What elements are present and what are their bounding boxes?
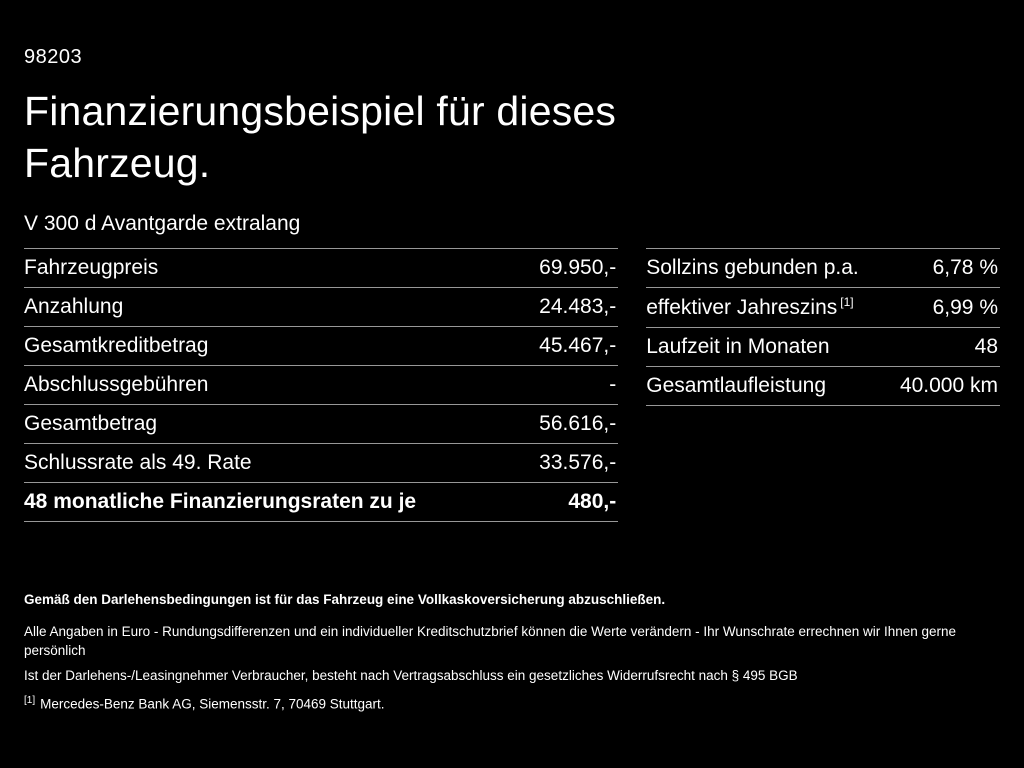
table-row: Sollzins gebunden p.a. 6,78 % [646,247,1000,287]
table-row: Gesamtbetrag 56.616,- [24,403,619,443]
disclaimer-line: Ist der Darlehens-/Leasingnehmer Verbrau… [24,667,798,683]
legal-footer: Gemäß den Darlehensbedingungen ist für d… [24,590,1000,714]
footnote-marker: [1] [24,695,36,707]
row-label: Schlussrate als 49. Rate [24,450,252,474]
row-label: Gesamtlaufleistung [646,373,826,397]
row-label: effektiver Jahreszins [1] [646,294,854,319]
page-title: Finanzierungsbeispiel für dieses Fahrzeu… [24,88,617,187]
row-label: 48 monatliche Finanzierungsraten zu je [24,489,417,513]
table-row: effektiver Jahreszins [1] 6,99 % [646,286,1000,327]
vehicle-model: V 300 d Avantgarde extralang [24,211,301,235]
table-row-total: 48 monatliche Finanzierungsraten zu je 4… [24,481,619,522]
row-value: - [609,372,617,396]
insurance-note: Gemäß den Darlehensbedingungen ist für d… [24,592,666,607]
table-row: Gesamtlaufleistung 40.000 km [646,365,1000,406]
row-label: Abschlussgebühren [24,372,209,396]
row-label: Laufzeit in Monaten [646,334,830,358]
row-value: 56.616,- [539,411,617,435]
row-label: Fahrzeugpreis [24,255,159,279]
footnote-text: Mercedes-Benz Bank AG, Siemensstr. 7, 70… [40,696,385,712]
table-row: Anzahlung 24.483,- [24,286,619,326]
table-row: Laufzeit in Monaten 48 [646,326,1000,366]
bank-footnote: [1] Mercedes-Benz Bank AG, Siemensstr. 7,… [24,694,1000,714]
tables-container: Fahrzeugpreis 69.950,- Anzahlung 24.483,… [24,247,1000,522]
financing-table: Fahrzeugpreis 69.950,- Anzahlung 24.483,… [24,247,619,522]
disclaimer-line: Alle Angaben in Euro - Rundungsdifferenz… [24,623,957,659]
row-value: 33.576,- [539,450,617,474]
row-value: 48 [974,334,998,358]
footnote-reference: [1] [840,294,854,309]
table-row: Gesamtkreditbetrag 45.467,- [24,325,619,365]
table-row: Fahrzeugpreis 69.950,- [24,247,619,287]
conditions-table: Sollzins gebunden p.a. 6,78 % effektiver… [646,247,1000,406]
row-label: Sollzins gebunden p.a. [646,255,859,279]
row-value: 6,99 % [932,295,998,319]
row-value: 6,78 % [932,255,998,279]
offer-number: 98203 [24,46,83,68]
row-value: 24.483,- [539,294,617,318]
table-row: Abschlussgebühren - [24,364,619,404]
row-value: 480,- [568,489,617,513]
row-value: 40.000 km [899,373,998,397]
row-value: 69.950,- [539,255,617,279]
row-value: 45.467,- [539,333,617,357]
row-label: Gesamtbetrag [24,411,158,435]
table-row: Schlussrate als 49. Rate 33.576,- [24,442,619,482]
row-label: Gesamtkreditbetrag [24,333,209,357]
row-label: Anzahlung [24,294,124,318]
